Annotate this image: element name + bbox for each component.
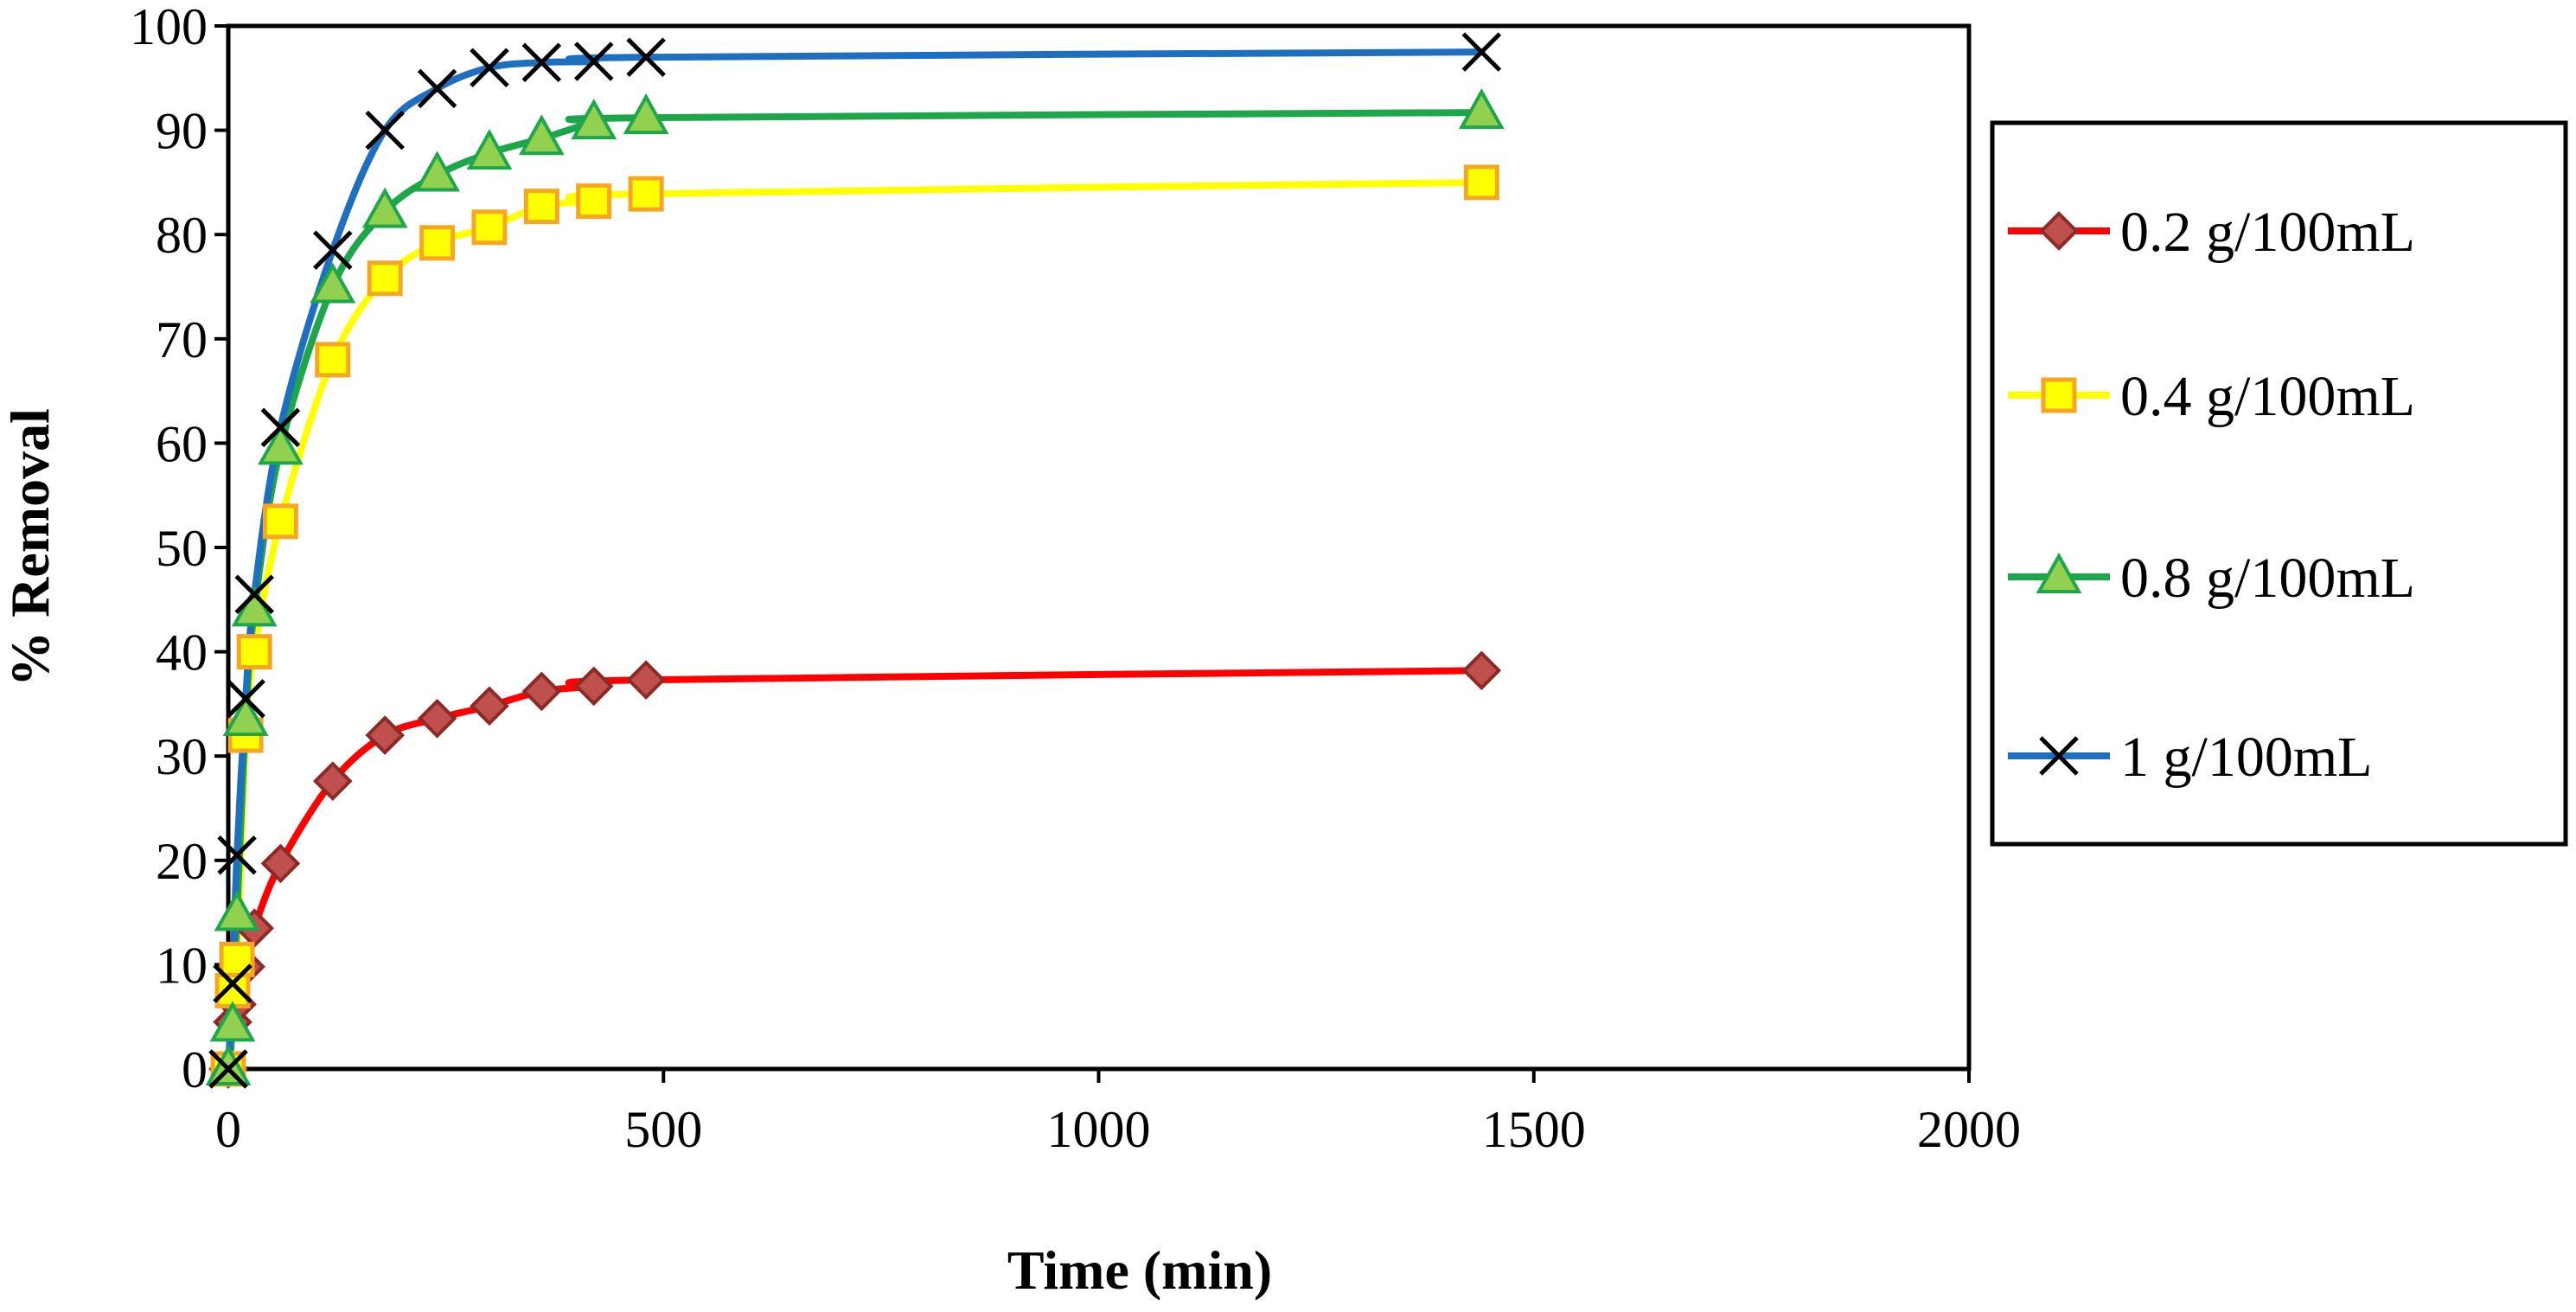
data-point-series-1 [417,698,457,739]
data-point-series-2 [523,189,559,225]
data-point-series-3 [1458,88,1505,130]
x-tick-label: 1500 [1482,1101,1586,1158]
legend-items: 0.2 g/100mL 0.4 g/100mL 0.8 g/100mL 1 g/100… [2008,201,2415,789]
data-point-series-2 [315,342,351,378]
data-point-series-4 [208,1049,248,1089]
data-point-series-4 [234,574,274,615]
data-point-series-2 [576,183,612,220]
data-point-series-1 [521,671,562,712]
legend-marker-2 [2041,377,2077,413]
y-tick-label: 70 [156,311,208,368]
data-point-series-1 [573,666,614,707]
data-point-series-3 [414,150,460,192]
y-tick-label: 30 [156,728,208,785]
data-point-series-1 [1461,650,1502,691]
data-point-series-3 [518,114,565,156]
data-point-series-3 [310,262,356,304]
data-point-series-1 [470,686,509,726]
data-point-series-2 [628,176,664,212]
data-point-series-3 [222,694,269,736]
y-tick-label: 10 [156,937,208,994]
data-point-series-4 [626,37,666,77]
plot-area-frame [226,23,1972,1072]
data-point-series-4 [573,42,614,81]
legend-label-1: 0.2 g/100mL [2120,201,2415,264]
data-point-series-3 [214,890,260,931]
data-point-series-2 [262,503,298,540]
legend-marker-4 [2039,736,2079,776]
data-point-series-3 [571,99,617,140]
data-point-series-3 [361,187,408,228]
legend-label-4: 1 g/100mL [2120,726,2373,789]
data-point-series-2 [471,209,508,246]
x-tick-label: 500 [624,1101,702,1158]
data-point-series-1 [365,715,405,755]
data-point-series-4 [313,230,353,271]
x-axis-title: Time (min) [1007,1239,1272,1301]
legend-label-3: 0.8 g/100mL [2120,547,2415,610]
data-point-series-1 [626,660,666,700]
y-axis-ticks: 0 10 20 30 40 50 60 70 80 90 100 [130,0,228,1098]
data-point-series-4 [213,963,252,1003]
y-tick-label: 0 [182,1041,208,1098]
x-tick-label: 1000 [1047,1101,1151,1158]
y-tick-label: 20 [156,833,208,890]
data-point-series-4 [217,835,257,875]
data-point-series-2 [1463,164,1499,201]
legend-label-2: 0.4 g/100mL [2120,365,2415,428]
data-point-series-4 [365,110,405,150]
data-point-series-4 [417,68,457,109]
x-tick-label: 2000 [1917,1101,2021,1158]
y-tick-label: 100 [130,0,208,55]
y-tick-label: 80 [156,207,208,264]
data-point-series-3 [257,424,304,465]
y-tick-label: 40 [156,624,208,682]
data-point-series-2 [367,260,403,297]
y-tick-label: 90 [156,103,208,160]
data-point-series-4 [521,42,562,82]
y-tick-label: 50 [156,520,208,577]
data-point-series-4 [260,407,301,448]
data-point-series-4 [226,679,265,719]
data-point-series-4 [1461,32,1502,72]
data-point-series-1 [260,843,301,884]
data-point-series-2 [236,634,272,670]
legend-marker-3 [2036,552,2082,593]
y-tick-label: 60 [156,415,208,472]
legend-marker-1 [2039,211,2079,251]
x-axis-ticks: 0 500 1000 1500 2000 [215,1069,2021,1158]
x-tick-label: 0 [215,1101,241,1158]
y-axis-title: % Removal [0,408,61,687]
data-point-series-1 [312,761,353,801]
series-markers [205,32,1505,1089]
data-point-series-3 [209,1001,256,1042]
data-point-series-4 [470,48,509,88]
data-point-series-3 [623,93,669,135]
legend [1990,120,2568,847]
data-point-series-2 [419,225,456,261]
data-point-series-3 [466,129,513,170]
